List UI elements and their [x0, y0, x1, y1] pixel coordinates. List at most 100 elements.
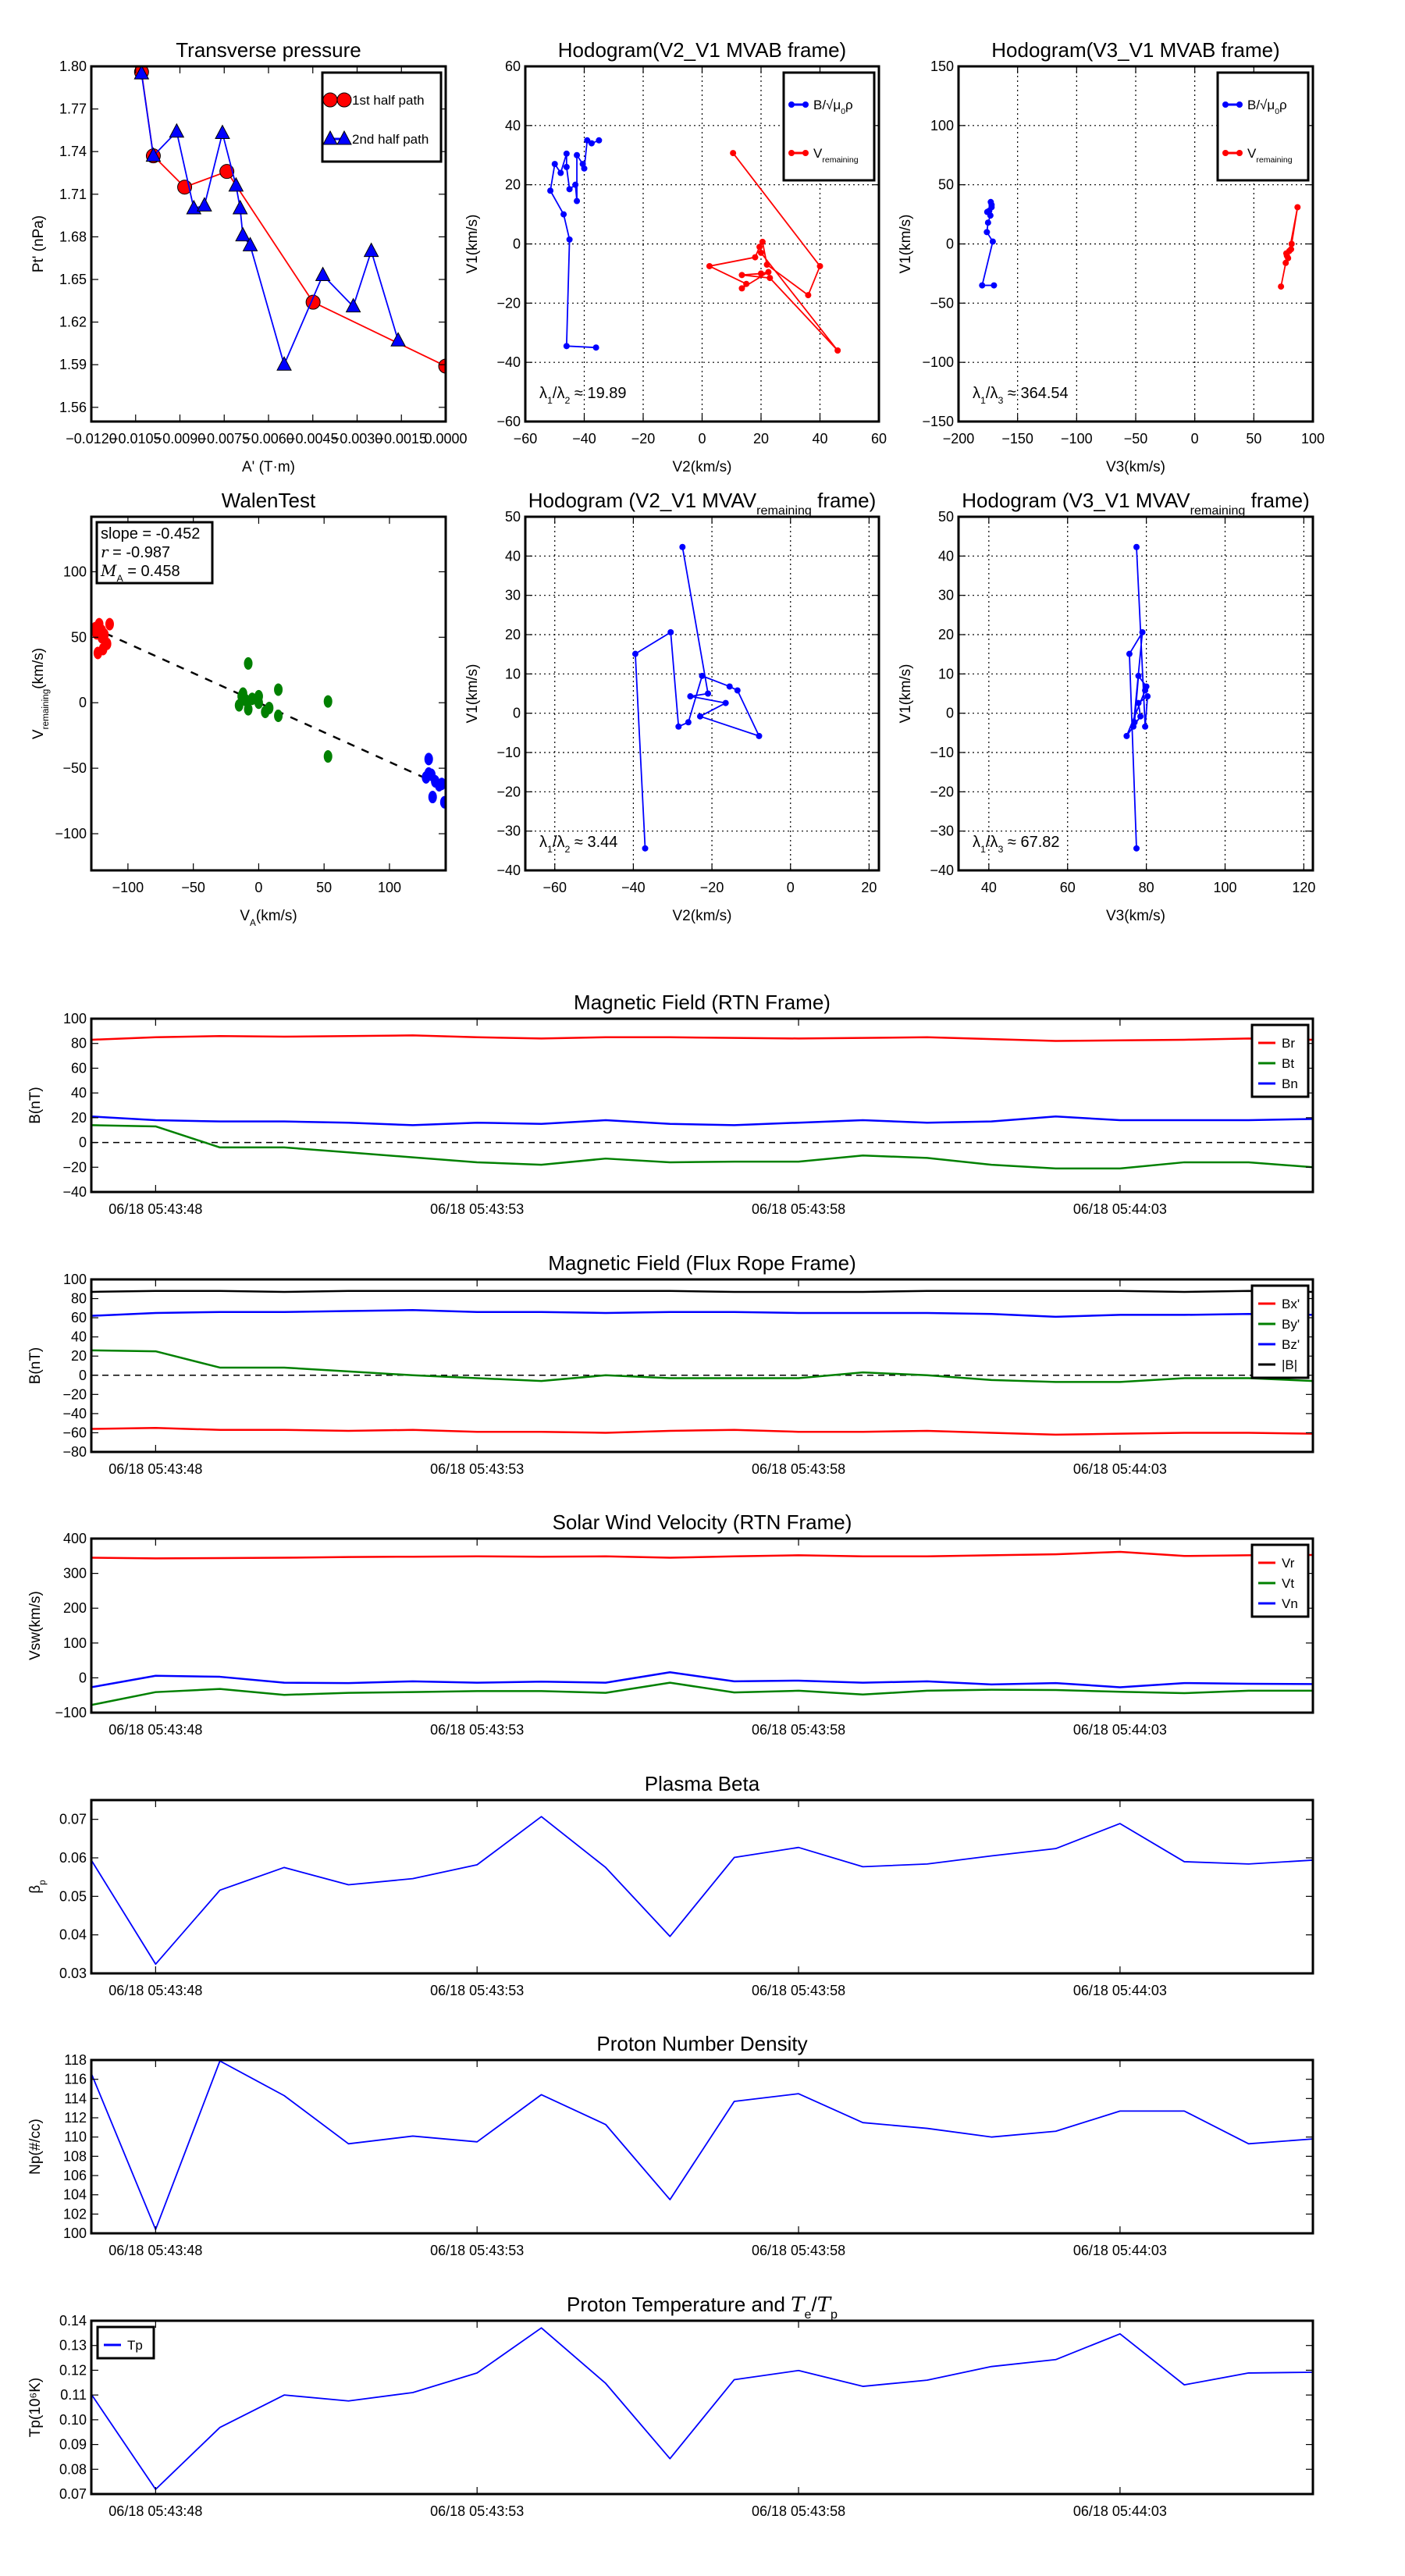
- legend: Tp: [96, 2325, 155, 2360]
- y-tick-label: 0.14: [59, 2313, 87, 2329]
- y-tick-label: 20: [505, 177, 521, 193]
- legend-marker: [336, 92, 352, 108]
- series-0: [91, 617, 114, 660]
- y-tick-label: −40: [496, 354, 521, 370]
- legend-label: Vremaining: [1247, 146, 1293, 165]
- data-point: [1294, 204, 1301, 211]
- text-segment: 2: [564, 844, 570, 855]
- y-tick-label: 80: [71, 1291, 87, 1307]
- y-tick-label: −20: [62, 1159, 87, 1175]
- x-tick-label: 06/18 05:44:03: [1073, 1201, 1167, 1217]
- text-segment: ≈ 19.89: [570, 385, 626, 402]
- legend-item: Vn: [1258, 1596, 1298, 1611]
- chart-title: Magnetic Field (RTN Frame): [574, 991, 831, 1014]
- series-1: [1278, 204, 1301, 290]
- y-tick-label: −100: [55, 1705, 87, 1720]
- text-segment: 0: [1275, 107, 1279, 116]
- series-line: [91, 1550, 1313, 1560]
- legend: B/√μ0ρ Vremaining: [782, 71, 876, 182]
- proton-temperature-chart: 06/18 05:43:48 06/18 05:43:53 06/18 05:43:…: [27, 2293, 1314, 2519]
- y-tick-label: 100: [930, 118, 954, 133]
- plot-area: [979, 198, 1301, 290]
- y-axis-label: Np(#/cc): [27, 2119, 44, 2175]
- data-point: [991, 282, 998, 289]
- x-tick-label: 80: [1139, 880, 1154, 895]
- x-tick-label: 50: [1246, 431, 1261, 447]
- data-point: [438, 358, 446, 374]
- data-point: [219, 164, 235, 180]
- x-tick-label: 06/18 05:44:03: [1073, 1461, 1167, 1477]
- plot-area: [91, 2060, 1313, 2230]
- legend-item: 2nd half path: [322, 130, 429, 147]
- series-line: [91, 1681, 1313, 1706]
- y-tick-label: −100: [55, 826, 87, 841]
- text-segment: r: [101, 543, 109, 561]
- chart-title: Transverse pressure: [176, 38, 361, 62]
- chart-title: Hodogram (V2_V1 MVAVremaining frame): [528, 489, 876, 518]
- x-tick-label: −100: [112, 880, 144, 895]
- plot-area: [91, 617, 446, 809]
- text-segment: ρ: [845, 98, 853, 112]
- data-point: [685, 719, 692, 726]
- legend-box: [1216, 71, 1310, 182]
- data-point: [238, 687, 247, 700]
- data-point: [984, 219, 991, 226]
- text-segment: ≈ 364.54: [1003, 385, 1068, 402]
- data-point: [722, 699, 729, 706]
- plot-area: [91, 1034, 1313, 1170]
- axes-frame: [90, 1537, 1314, 1714]
- y-tick-label: 200: [63, 1600, 87, 1616]
- data-point: [679, 543, 686, 550]
- series-1: [133, 66, 406, 371]
- y-tick-label: 10: [938, 666, 954, 681]
- series-line: [709, 152, 839, 351]
- legend-box: [96, 2325, 155, 2360]
- y-tick-label: 1.74: [59, 144, 87, 159]
- data-point: [93, 646, 102, 660]
- x-tick-label: 06/18 05:43:48: [108, 1201, 202, 1217]
- x-tick-label: −0.0015: [375, 431, 427, 447]
- x-tick-label: 20: [753, 431, 769, 447]
- y-tick-label: 100: [63, 1635, 87, 1651]
- y-tick-label: 112: [64, 2110, 87, 2126]
- legend-marker: [802, 150, 809, 156]
- axes-frame: [90, 2058, 1314, 2235]
- data-point: [1137, 713, 1144, 720]
- text-segment: B/√μ: [1247, 98, 1275, 112]
- y-tick-label: 40: [505, 548, 521, 564]
- text-segment: = 0.458: [123, 563, 180, 580]
- data-point: [726, 683, 733, 690]
- data-point: [706, 262, 713, 269]
- y-tick-label: 0.11: [60, 2387, 87, 2403]
- data-point: [235, 226, 251, 242]
- text-segment: V: [30, 729, 47, 739]
- y-tick-label: 40: [938, 548, 954, 564]
- y-tick-label: 0: [79, 1670, 87, 1685]
- x-tick-label: −200: [943, 431, 975, 447]
- data-point: [758, 249, 764, 256]
- text-segment: B/√μ: [813, 98, 841, 112]
- y-tick-label: 0.12: [59, 2362, 87, 2378]
- text-segment: λ: [539, 834, 547, 851]
- x-tick-label: −20: [631, 431, 656, 447]
- text-segment: remaining: [1190, 503, 1246, 518]
- text-segment: ≈ 67.82: [1003, 834, 1059, 851]
- axes-frame: [90, 1017, 1314, 1194]
- data-point: [581, 165, 588, 172]
- data-point: [551, 161, 558, 168]
- axes-frame: [524, 515, 880, 872]
- x-tick-label: 06/18 05:43:58: [752, 2243, 845, 2258]
- axes-frame: [957, 515, 1314, 872]
- text-segment: /λ: [553, 834, 565, 851]
- text-segment: Proton Temperature and: [567, 2293, 791, 2316]
- x-tick-label: 06/18 05:43:58: [752, 2503, 845, 2519]
- data-point: [758, 270, 764, 277]
- legend-item: Vremaining: [788, 146, 859, 165]
- legend-label: Vr: [1282, 1556, 1295, 1571]
- y-tick-label: 102: [63, 2206, 87, 2222]
- legend-item: Br: [1258, 1036, 1295, 1051]
- text-segment: remaining: [756, 503, 812, 518]
- series-line: [91, 2060, 1313, 2230]
- data-point: [563, 150, 570, 157]
- x-tick-label: 06/18 05:44:03: [1073, 2243, 1167, 2258]
